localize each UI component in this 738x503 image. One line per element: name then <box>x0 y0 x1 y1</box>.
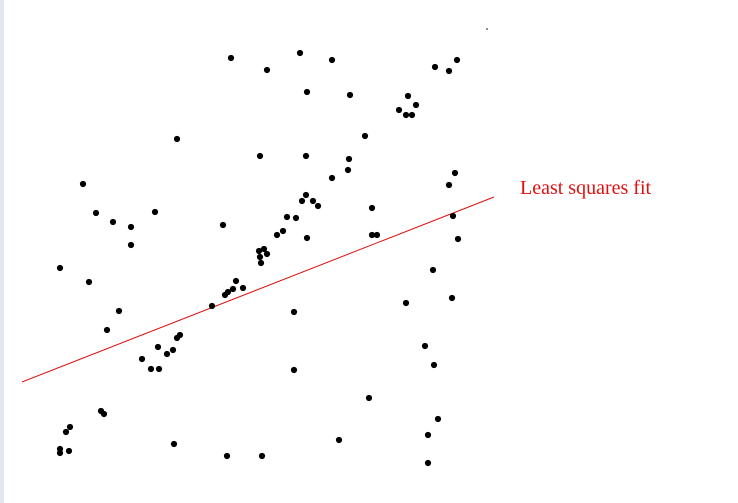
data-point <box>368 231 376 239</box>
data-point <box>223 452 231 460</box>
data-point <box>232 277 240 285</box>
data-point <box>335 436 343 444</box>
fit-line-label: Least squares fit <box>520 177 652 199</box>
data-point <box>431 63 439 71</box>
data-point <box>303 234 311 242</box>
data-point <box>486 28 488 30</box>
points-layer <box>56 28 488 467</box>
data-point <box>115 307 123 315</box>
data-point <box>429 266 437 274</box>
window-left-border <box>0 0 4 503</box>
data-point <box>256 152 264 160</box>
data-point <box>328 174 336 182</box>
data-point <box>173 334 181 342</box>
data-point <box>127 241 135 249</box>
fit-line-layer <box>21 196 495 383</box>
data-point <box>302 152 310 160</box>
data-point <box>147 365 155 373</box>
data-point <box>302 191 310 199</box>
data-point <box>163 350 171 358</box>
data-point <box>239 284 247 292</box>
data-point <box>260 245 268 253</box>
data-point <box>454 235 462 243</box>
data-point <box>408 111 416 119</box>
data-point <box>273 231 281 239</box>
data-point <box>255 247 263 255</box>
data-point <box>298 197 306 205</box>
data-point <box>62 428 70 436</box>
data-point <box>154 343 162 351</box>
data-point <box>346 91 354 99</box>
data-point <box>85 278 93 286</box>
data-point <box>303 88 311 96</box>
data-point <box>421 342 429 350</box>
data-point <box>404 92 412 100</box>
data-point <box>66 423 74 431</box>
data-point <box>424 459 432 467</box>
data-point <box>263 250 271 258</box>
data-point <box>173 135 181 143</box>
data-point <box>103 326 111 334</box>
least-squares-fit-line <box>21 196 495 383</box>
data-point <box>256 253 264 261</box>
data-point <box>155 365 163 373</box>
data-point <box>402 111 410 119</box>
data-point <box>402 299 410 307</box>
data-point <box>395 106 403 114</box>
data-point <box>169 346 177 354</box>
data-point <box>309 197 317 205</box>
data-point <box>56 449 64 457</box>
data-point <box>292 214 300 222</box>
data-point <box>127 223 135 231</box>
data-point <box>170 440 178 448</box>
data-point <box>138 355 146 363</box>
data-point <box>290 366 298 374</box>
data-point <box>221 291 229 299</box>
data-point <box>434 415 442 423</box>
data-point <box>263 66 271 74</box>
data-point <box>290 308 298 316</box>
data-point <box>445 181 453 189</box>
data-point <box>365 394 373 402</box>
data-point <box>345 155 353 163</box>
data-point <box>453 56 461 64</box>
data-point <box>283 213 291 221</box>
data-point <box>208 302 216 310</box>
data-point <box>448 294 456 302</box>
data-point <box>296 49 304 57</box>
data-point <box>412 101 420 109</box>
data-point <box>328 56 336 64</box>
data-point <box>257 259 265 267</box>
data-point <box>449 212 457 220</box>
data-point <box>279 227 287 235</box>
data-point <box>344 166 352 174</box>
annotation-layer: Least squares fit <box>520 177 652 199</box>
data-point <box>100 410 108 418</box>
data-point <box>430 361 438 369</box>
data-point <box>79 180 87 188</box>
data-point <box>361 132 369 140</box>
data-point <box>258 452 266 460</box>
data-point <box>373 231 381 239</box>
data-point <box>151 208 159 216</box>
data-point <box>92 209 100 217</box>
data-point <box>445 67 453 75</box>
data-point <box>314 202 322 210</box>
data-point <box>65 447 73 455</box>
data-point <box>109 218 117 226</box>
data-point <box>229 285 237 293</box>
data-point <box>368 204 376 212</box>
data-point <box>219 221 227 229</box>
data-point <box>451 169 459 177</box>
data-point <box>424 431 432 439</box>
data-point <box>227 54 235 62</box>
data-point <box>56 264 64 272</box>
